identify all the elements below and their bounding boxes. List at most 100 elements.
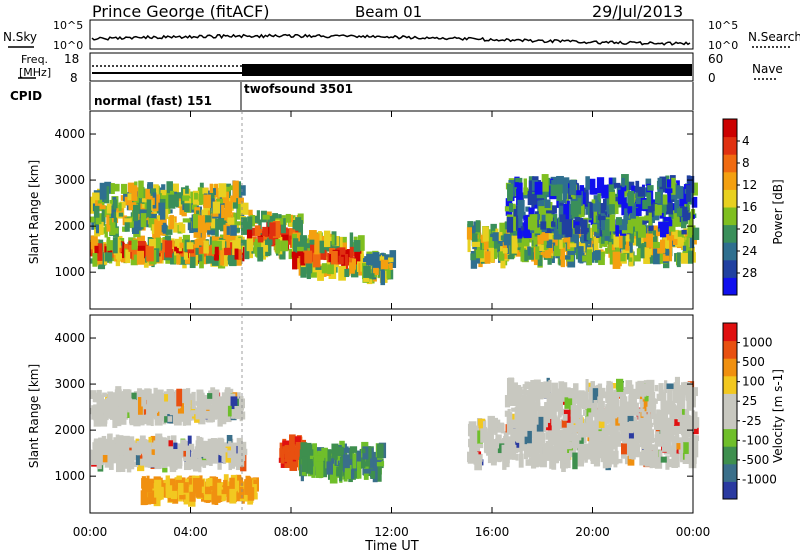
data-cell xyxy=(380,259,389,270)
data-cell xyxy=(272,220,281,238)
data-cell xyxy=(638,244,646,259)
data-cell xyxy=(146,199,152,218)
data-cell xyxy=(149,240,154,250)
data-cell xyxy=(562,255,571,260)
data-cell xyxy=(621,197,627,216)
data-cell xyxy=(327,264,334,275)
data-cell xyxy=(616,185,622,195)
data-cell xyxy=(125,452,134,464)
data-cell xyxy=(673,405,680,419)
data-cell xyxy=(490,223,497,238)
data-cell xyxy=(106,225,111,232)
data-cell xyxy=(106,203,112,214)
data-cell xyxy=(141,198,147,203)
data-cell xyxy=(153,184,159,201)
data-cell xyxy=(229,255,237,267)
data-cell xyxy=(254,215,258,223)
data-cell xyxy=(642,220,647,225)
data-cell xyxy=(536,191,545,199)
data-cell xyxy=(518,397,525,408)
data-cell xyxy=(680,253,689,264)
data-cell xyxy=(615,378,624,392)
data-cell xyxy=(351,462,358,479)
colorbar-tick-label: 16 xyxy=(742,200,757,214)
data-cell xyxy=(136,250,145,265)
data-cell xyxy=(204,494,212,501)
data-cell xyxy=(684,212,691,221)
data-cell xyxy=(372,252,380,268)
data-cell xyxy=(157,187,165,193)
data-cell xyxy=(488,247,494,263)
data-cell xyxy=(294,449,302,455)
data-cell xyxy=(487,455,491,464)
data-cell xyxy=(578,457,585,464)
data-cell xyxy=(321,447,328,458)
data-cell xyxy=(120,183,128,194)
data-cell xyxy=(336,469,342,477)
data-cell xyxy=(571,424,579,432)
data-cell xyxy=(484,226,489,242)
data-cell xyxy=(555,447,564,453)
data-cell xyxy=(577,446,585,451)
data-cell xyxy=(239,486,245,499)
data-cell xyxy=(145,188,150,200)
data-cell xyxy=(497,443,505,454)
data-cell xyxy=(292,253,298,270)
data-cell xyxy=(552,205,557,214)
data-cell xyxy=(331,234,335,245)
data-cell xyxy=(173,193,179,207)
data-cell xyxy=(686,185,691,202)
data-cell xyxy=(198,193,206,202)
data-cell xyxy=(214,478,222,486)
data-cell xyxy=(600,408,606,422)
data-cell xyxy=(135,399,141,414)
data-cell xyxy=(671,225,676,241)
data-cell xyxy=(211,218,219,229)
data-cell xyxy=(240,239,247,246)
data-cell xyxy=(525,246,531,256)
data-cell xyxy=(553,394,561,409)
data-cell xyxy=(138,414,145,426)
data-cell xyxy=(318,240,325,254)
data-cell xyxy=(366,253,374,266)
data-cell xyxy=(105,459,112,467)
data-cell xyxy=(517,384,522,397)
data-cell xyxy=(275,239,281,254)
data-cell xyxy=(593,195,599,203)
data-cell xyxy=(102,227,108,234)
data-cell xyxy=(300,252,306,266)
colorbar-tick-label: 20 xyxy=(742,222,757,236)
data-cell xyxy=(546,445,552,451)
data-cell xyxy=(536,416,544,432)
data-cell xyxy=(120,444,126,459)
data-cell xyxy=(625,401,629,407)
data-cell xyxy=(133,219,142,231)
data-cell xyxy=(95,250,102,255)
data-cell xyxy=(628,190,635,207)
data-cell xyxy=(507,254,515,260)
data-cell xyxy=(179,198,186,215)
data-cell xyxy=(148,407,156,418)
data-cell xyxy=(344,254,349,270)
data-cell xyxy=(119,411,127,425)
data-cell xyxy=(634,208,642,216)
data-cell xyxy=(234,405,241,418)
power-ylabel: Slant Range [km] xyxy=(27,160,41,264)
data-cell xyxy=(562,435,567,453)
data-cell xyxy=(475,249,484,259)
colorbar-swatch xyxy=(723,171,737,190)
data-cell xyxy=(654,398,658,404)
data-cell xyxy=(631,185,635,194)
data-cell xyxy=(644,454,652,459)
data-cell xyxy=(593,399,598,418)
data-cell xyxy=(374,466,381,474)
data-cell xyxy=(205,441,213,447)
data-cell xyxy=(268,239,272,256)
data-cell xyxy=(119,241,125,259)
data-cell xyxy=(558,381,565,392)
data-cell xyxy=(601,387,606,399)
data-cell xyxy=(102,392,107,397)
data-cell xyxy=(553,224,557,234)
data-cell xyxy=(152,194,161,212)
data-cell xyxy=(613,418,619,434)
